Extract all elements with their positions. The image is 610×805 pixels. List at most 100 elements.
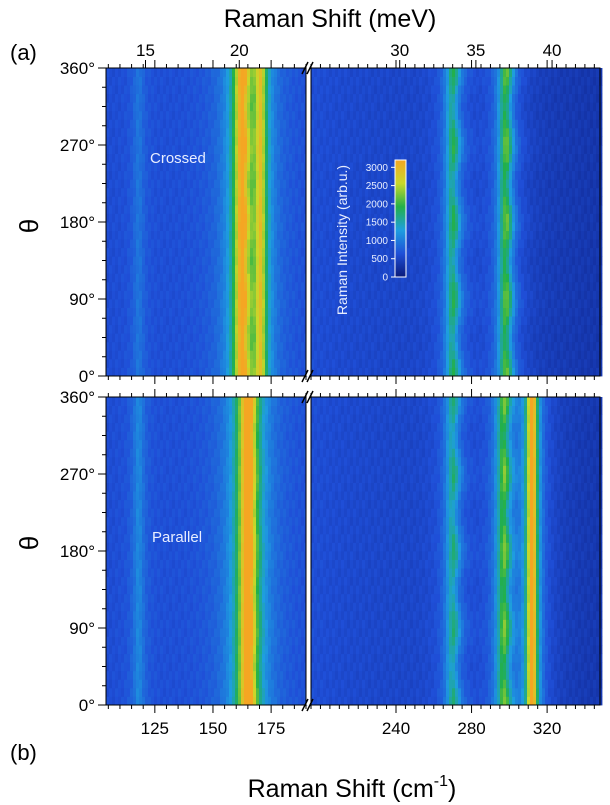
heatmap-cell <box>286 264 290 274</box>
heatmap-cell <box>256 358 260 368</box>
heatmap-cell <box>581 256 585 266</box>
heatmap-cell <box>383 127 387 137</box>
heatmap-cell <box>377 256 381 266</box>
heatmap-cell <box>130 179 134 189</box>
heatmap-cell <box>268 273 272 283</box>
heatmap-cell <box>295 119 299 129</box>
heatmap-cell <box>271 119 275 129</box>
heatmap-cell <box>181 119 185 129</box>
heatmap-cell <box>253 256 257 266</box>
heatmap-cell <box>488 119 492 129</box>
heatmap-cell <box>485 247 489 257</box>
heatmap-cell <box>416 367 420 377</box>
heatmap-cell <box>259 290 263 300</box>
heatmap-cell <box>181 333 185 343</box>
heatmap-cell <box>163 110 167 120</box>
heatmap-cell <box>578 256 582 266</box>
heatmap-cell <box>539 204 543 214</box>
heatmap-cell <box>301 239 305 249</box>
heatmap-cell <box>256 324 260 334</box>
heatmap-cell <box>557 153 561 163</box>
heatmap-cell <box>329 367 333 377</box>
heatmap-cell <box>326 162 330 172</box>
heatmap-cell <box>220 239 224 249</box>
heatmap-cell <box>151 264 155 274</box>
heatmap-cell <box>250 239 254 249</box>
heatmap-cell <box>353 256 357 266</box>
heatmap-cell <box>226 127 230 137</box>
heatmap-cell <box>581 299 585 308</box>
heatmap-cell <box>193 247 197 257</box>
heatmap-cell <box>425 204 429 214</box>
heatmap-cell <box>443 204 447 214</box>
heatmap-cell <box>509 316 513 326</box>
heatmap-cell <box>196 367 200 377</box>
heatmap-cell <box>271 127 275 137</box>
heatmap-cell <box>301 290 305 300</box>
heatmap-cell <box>286 136 290 146</box>
heatmap-cell <box>247 281 251 291</box>
heatmap-cell <box>374 239 378 249</box>
heatmap-cell <box>509 222 513 231</box>
heatmap-cell <box>413 213 417 223</box>
heatmap-cell <box>214 162 218 172</box>
heatmap-cell <box>169 239 173 249</box>
heatmap-cell <box>172 213 176 223</box>
heatmap-cell <box>181 350 185 360</box>
heatmap-cell <box>124 350 128 360</box>
heatmap-cell <box>250 170 254 180</box>
heatmap-cell <box>238 136 242 146</box>
heatmap-cell <box>593 256 597 266</box>
heatmap-cell <box>527 324 531 334</box>
heatmap-cell <box>298 119 302 129</box>
heatmap-cell <box>380 136 384 146</box>
heatmap-cell <box>398 281 402 291</box>
heatmap-cell <box>527 247 531 257</box>
heatmap-cell <box>181 145 185 154</box>
heatmap-cell <box>274 324 278 334</box>
heatmap-cell <box>344 316 348 326</box>
heatmap-cell <box>247 170 251 180</box>
heatmap-cell <box>109 119 113 129</box>
heatmap-cell <box>368 247 372 257</box>
heatmap-cell <box>247 333 251 343</box>
heatmap-cell <box>431 170 435 180</box>
heatmap-cell <box>497 170 501 180</box>
heatmap-cell <box>154 187 158 197</box>
heatmap-cell <box>470 281 474 291</box>
heatmap-cell <box>539 316 543 326</box>
heatmap-cell <box>455 273 459 283</box>
heatmap-cell <box>371 247 375 257</box>
heatmap-cell <box>536 316 540 326</box>
heatmap-cell <box>124 358 128 368</box>
heatmap-cell <box>458 290 462 300</box>
heatmap-cell <box>527 358 531 368</box>
heatmap-cell <box>326 290 330 300</box>
heatmap-cell <box>569 358 573 368</box>
heatmap-cell <box>482 136 486 146</box>
heatmap-cell <box>533 179 537 189</box>
heatmap-cell <box>151 179 155 189</box>
heatmap-cell <box>268 264 272 274</box>
heatmap-cell <box>422 247 426 257</box>
heatmap-cell <box>314 230 318 240</box>
heatmap-cell <box>115 264 119 274</box>
heatmap-cell <box>160 273 164 283</box>
heatmap-cell <box>329 162 333 172</box>
heatmap-cell <box>196 290 200 300</box>
heatmap-cell <box>202 367 206 377</box>
heatmap-cell <box>289 179 293 189</box>
heatmap-cell <box>229 264 233 274</box>
heatmap-cell <box>530 324 534 334</box>
heatmap-cell <box>497 350 501 360</box>
heatmap-cell <box>437 290 441 300</box>
heatmap-cell <box>163 136 167 146</box>
heatmap-cell <box>109 127 113 137</box>
heatmap-cell <box>371 119 375 129</box>
heatmap-cell <box>359 187 363 197</box>
heatmap-cell <box>187 264 191 274</box>
heatmap-cell <box>407 239 411 249</box>
heatmap-cell <box>473 119 477 129</box>
heatmap-cell <box>256 281 260 291</box>
heatmap-cell <box>581 127 585 137</box>
